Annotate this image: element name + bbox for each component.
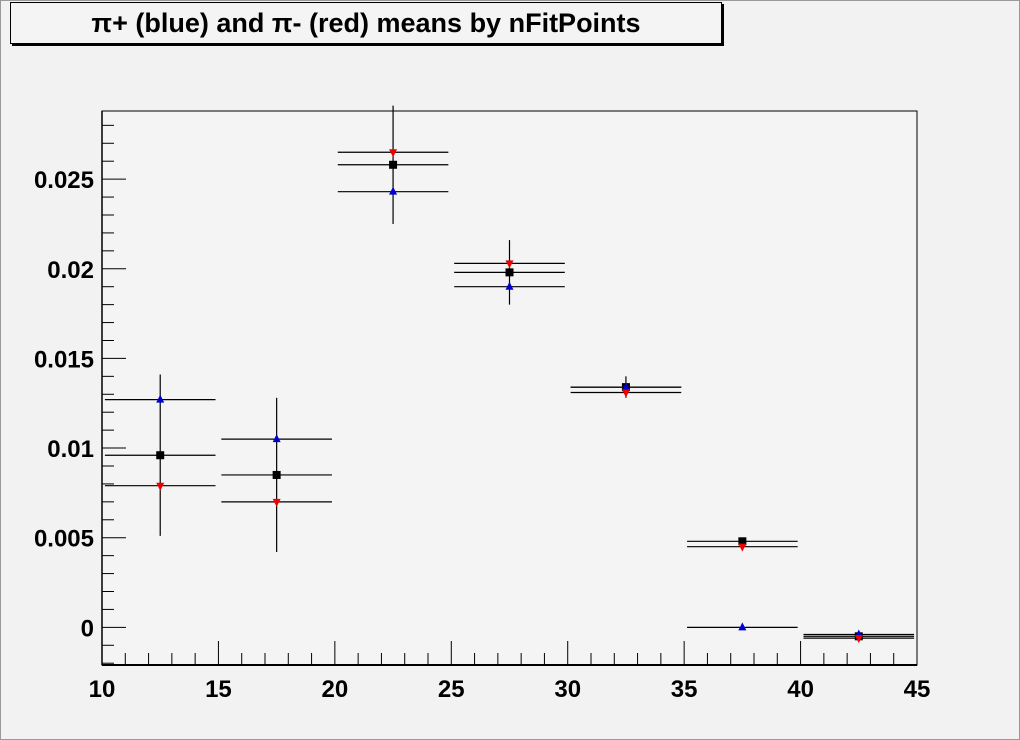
x-tick-label: 20 xyxy=(322,676,349,703)
x-tick-label: 15 xyxy=(205,676,232,703)
data-point-pi-plus xyxy=(272,434,281,443)
data-point-pi-plus xyxy=(389,186,398,195)
data-point-pi-minus xyxy=(505,260,514,269)
data-point-pi-minus xyxy=(738,543,747,552)
data-point-pi-minus xyxy=(389,149,398,158)
data-point-pi-minus xyxy=(156,482,165,491)
data-point-pi-minus xyxy=(272,498,281,507)
y-tick-label: 0.01 xyxy=(47,436,94,463)
y-tick-label: 0.005 xyxy=(34,526,94,553)
data-point-square xyxy=(272,470,281,479)
x-tick-label: 35 xyxy=(671,676,698,703)
data-point-square xyxy=(156,451,165,460)
x-tick-label: 10 xyxy=(89,676,116,703)
plot-frame xyxy=(101,110,918,666)
y-tick-label: 0 xyxy=(81,615,94,642)
data-point-pi-plus xyxy=(505,281,514,290)
data-point-pi-minus xyxy=(621,389,630,398)
y-tick-label: 0.025 xyxy=(34,167,94,194)
data-point-square xyxy=(738,537,747,546)
data-point-pi-plus xyxy=(738,622,747,631)
data-point-square xyxy=(505,268,514,277)
x-tick-label: 40 xyxy=(787,676,814,703)
data-point-square xyxy=(389,160,398,169)
data-point-pi-plus xyxy=(621,382,630,391)
data-point-pi-plus xyxy=(156,394,165,403)
y-tick-label: 0.015 xyxy=(34,346,94,373)
y-tick-label: 0.02 xyxy=(47,257,94,284)
x-tick-label: 45 xyxy=(904,676,931,703)
data-point-pi-minus xyxy=(854,635,863,644)
chart-title: π+ (blue) and π- (red) means by nFitPoin… xyxy=(10,2,722,44)
x-tick-label: 30 xyxy=(554,676,581,703)
x-tick-label: 25 xyxy=(438,676,465,703)
